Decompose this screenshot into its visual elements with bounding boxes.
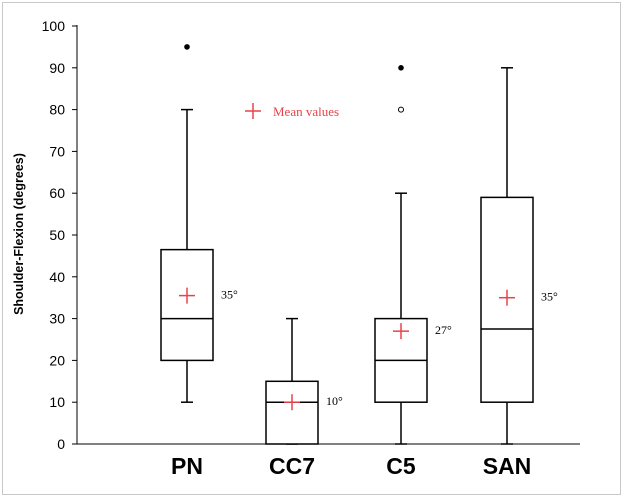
y-tick-label: 70 [49, 143, 65, 159]
box-san: 35° SAN [480, 67, 558, 479]
y-ticks: 0 10 20 30 40 50 60 70 80 90 100 [42, 18, 77, 452]
outlier-filled [398, 65, 404, 71]
legend-mean-marker [245, 103, 261, 119]
outlier-filled [184, 44, 190, 50]
iqr-box [160, 248, 214, 362]
mean-value-label: 35° [221, 288, 238, 302]
legend-label: Mean values [273, 104, 339, 119]
y-tick-label: 90 [49, 60, 65, 76]
y-tick-label: 30 [49, 311, 65, 327]
iqr-box [265, 380, 319, 445]
y-tick-label: 80 [49, 102, 65, 118]
outlier-open [398, 106, 404, 113]
y-tick-label: 50 [49, 227, 65, 243]
y-tick-label: 20 [49, 352, 65, 368]
y-tick-label: 0 [57, 436, 65, 452]
box-c5: 27° C5 [374, 65, 452, 479]
x-tick-label: SAN [483, 453, 532, 479]
x-tick-label: CC7 [269, 453, 315, 479]
y-tick-label: 100 [42, 18, 66, 34]
x-tick-label: C5 [386, 453, 416, 479]
box-pn: 35° PN [160, 44, 238, 479]
x-tick-label: PN [171, 453, 203, 479]
box-cc7: 10° CC7 [265, 317, 343, 479]
mean-value-label: 10° [326, 394, 343, 408]
boxes: 35° PN 10° CC7 27° C5 35° SAN [160, 44, 558, 479]
y-tick-label: 40 [49, 269, 65, 285]
y-tick-label: 10 [49, 394, 65, 410]
y-axis-label: Shoulder-Flexion (degrees) [12, 153, 26, 315]
legend: Mean values [245, 103, 339, 119]
mean-value-label: 27° [435, 323, 452, 337]
y-tick-label: 60 [49, 185, 65, 201]
mean-value-label: 35° [541, 290, 558, 304]
